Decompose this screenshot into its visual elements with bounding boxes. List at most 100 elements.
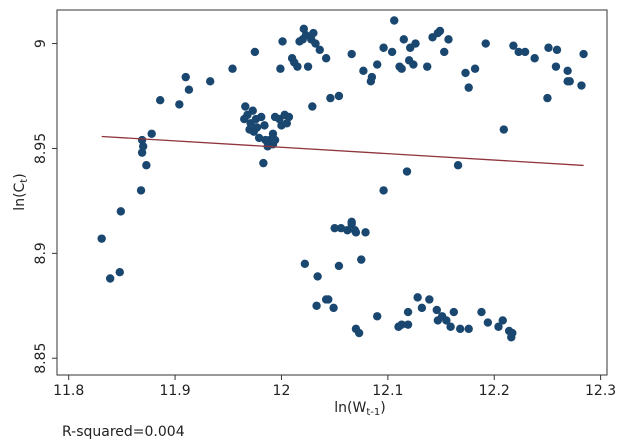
point <box>399 35 409 44</box>
point <box>184 85 194 94</box>
point <box>276 64 285 73</box>
point <box>464 324 473 334</box>
point <box>138 142 148 151</box>
point <box>432 305 441 315</box>
point <box>142 161 151 170</box>
point <box>579 49 588 59</box>
point <box>312 301 321 310</box>
point <box>544 43 553 52</box>
y-axis-label: ln(Ct) <box>12 173 30 210</box>
point <box>326 93 335 103</box>
point <box>390 16 399 25</box>
point <box>293 62 302 71</box>
point <box>367 72 377 82</box>
point <box>315 45 324 55</box>
y-tick-label: 8.85 <box>33 343 49 374</box>
point <box>136 186 146 195</box>
point <box>379 186 388 195</box>
y-label-sub: t <box>19 179 30 183</box>
point <box>324 295 333 304</box>
point <box>483 318 493 327</box>
point <box>249 127 259 136</box>
point <box>470 64 480 73</box>
point <box>402 167 412 176</box>
point <box>577 81 586 90</box>
point <box>461 68 470 78</box>
point <box>278 37 287 46</box>
point <box>270 135 280 145</box>
point <box>351 228 361 237</box>
point <box>403 307 413 317</box>
point <box>260 121 269 130</box>
point <box>509 41 518 50</box>
point <box>508 328 517 338</box>
y-tick-label: 8.95 <box>33 133 49 164</box>
x-label-sub: t-1 <box>366 407 380 418</box>
plot-frame <box>56 9 608 376</box>
point <box>259 158 268 168</box>
point <box>394 322 403 331</box>
point <box>543 93 552 103</box>
point <box>321 54 331 63</box>
point <box>361 228 370 237</box>
annotation: R-squared=0.004 <box>62 424 185 440</box>
point <box>565 77 574 86</box>
point <box>308 102 317 111</box>
point <box>425 295 434 304</box>
point <box>435 26 445 36</box>
point <box>347 49 356 59</box>
point <box>520 47 530 57</box>
point <box>248 106 257 115</box>
y-tick-label: 8.9 <box>33 242 49 264</box>
point <box>347 217 356 227</box>
point <box>514 47 523 57</box>
point <box>284 112 294 122</box>
point <box>397 64 406 73</box>
y-label-end: ) <box>12 173 28 178</box>
point <box>455 324 465 334</box>
x-label-text: ln(W <box>334 400 366 416</box>
point <box>444 35 453 44</box>
fit-line <box>101 135 584 167</box>
point <box>373 312 382 321</box>
point <box>464 83 473 92</box>
point <box>241 102 250 111</box>
point <box>228 64 237 73</box>
point <box>498 316 507 325</box>
point <box>205 77 215 86</box>
point <box>477 307 486 317</box>
point <box>417 303 427 313</box>
x-tick-label: 11.9 <box>159 383 190 399</box>
point <box>257 112 266 122</box>
point <box>137 135 147 145</box>
point <box>530 54 539 63</box>
point <box>300 259 310 269</box>
point <box>105 274 115 283</box>
point <box>329 303 338 313</box>
point <box>137 148 147 157</box>
point <box>334 91 344 101</box>
x-tick-label: 12 <box>273 383 291 399</box>
point <box>336 223 346 233</box>
point <box>413 293 422 302</box>
point <box>403 320 413 329</box>
point <box>449 307 459 317</box>
point <box>116 207 126 216</box>
point <box>250 47 260 57</box>
point <box>155 96 165 105</box>
point <box>97 234 106 243</box>
y-tick-label: 9 <box>33 39 49 48</box>
x-label-end: ) <box>380 400 385 416</box>
point <box>311 39 320 48</box>
point <box>446 322 455 331</box>
point <box>387 47 397 57</box>
point <box>334 261 344 271</box>
point <box>359 66 368 76</box>
x-tick-label: 11.8 <box>53 383 84 399</box>
point <box>411 39 420 48</box>
x-tick-label: 12.2 <box>479 383 510 399</box>
point <box>330 223 339 233</box>
point <box>175 100 184 109</box>
